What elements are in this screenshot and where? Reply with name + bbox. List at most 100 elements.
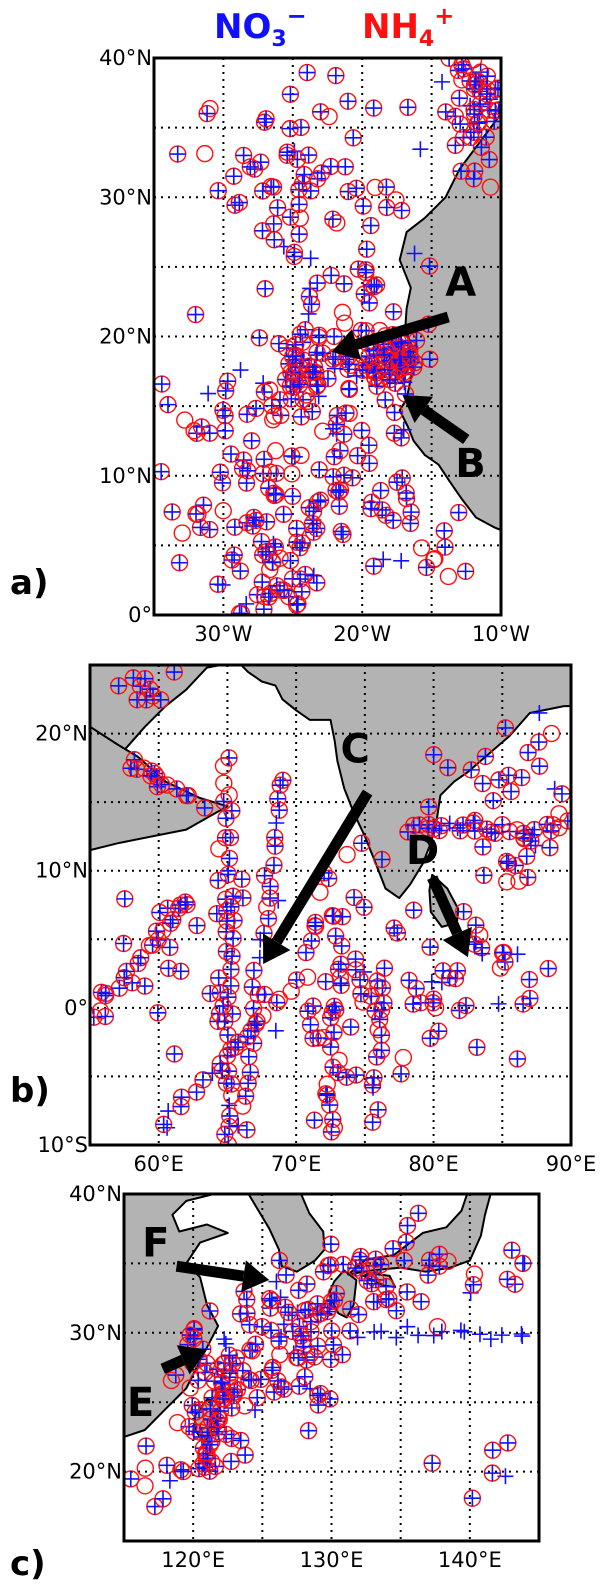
no3-sample	[437, 539, 454, 556]
no3-sample	[463, 761, 480, 778]
map-panel-b: C D 60°E 70°E 80°E 90°E 10°S 0° 10°N 20°N b)	[10, 663, 596, 1176]
no3-sample	[484, 1442, 501, 1459]
no3-sample	[152, 691, 169, 708]
no3-sample	[441, 969, 458, 986]
nh4-sample	[498, 873, 516, 891]
nh4-sample	[330, 1051, 348, 1070]
no3-sample	[169, 146, 186, 163]
nh4-sample	[140, 936, 159, 955]
nh4-sample	[297, 386, 315, 404]
no3-sample	[490, 995, 507, 1012]
no3-sample	[375, 551, 392, 568]
nh4-sample	[270, 990, 288, 1009]
no3-sample	[308, 574, 325, 591]
no3-sample	[327, 67, 344, 84]
x-tick-label: 80°E	[408, 1152, 459, 1176]
no3-sample	[349, 1329, 366, 1346]
x-tick-label: 130°E	[300, 1548, 364, 1572]
no3-sample	[196, 799, 213, 816]
no3-sample	[266, 1384, 283, 1401]
no3-sample	[399, 1217, 416, 1234]
no3-sample	[408, 332, 425, 349]
legend-no3-sub: 3	[271, 27, 286, 52]
no3-sample	[194, 1071, 211, 1088]
no3-sample	[248, 400, 265, 417]
no3-sample	[303, 932, 320, 949]
no3-sample	[373, 1323, 390, 1340]
arrow-F	[175, 1260, 245, 1282]
no3-sample	[425, 994, 442, 1011]
no3-sample	[393, 334, 410, 351]
no3-sample	[482, 1331, 499, 1348]
arrow-head-A	[331, 329, 362, 360]
no3-sample	[188, 505, 205, 522]
no3-sample	[299, 64, 316, 81]
no3-sample	[232, 1305, 249, 1322]
no3-sample	[362, 500, 379, 517]
no3-sample	[497, 719, 514, 736]
no3-sample	[421, 258, 438, 275]
no3-sample	[209, 576, 226, 593]
no3-sample	[372, 482, 389, 499]
no3-sample	[254, 222, 271, 239]
no3-sample	[405, 902, 422, 919]
no3-sample	[398, 1234, 415, 1251]
nh4-sample	[214, 502, 232, 520]
x-tick-label: 140°E	[438, 1548, 502, 1572]
no3-sample	[388, 1329, 405, 1346]
no3-sample	[385, 512, 402, 529]
arrow-C	[271, 789, 373, 945]
no3-sample	[202, 1400, 219, 1417]
no3-sample	[252, 1371, 269, 1388]
no3-sample	[216, 1126, 233, 1143]
no3-sample	[324, 211, 341, 228]
no3-sample	[238, 595, 255, 612]
nh4-sample	[282, 982, 300, 1000]
no3-sample	[342, 1019, 359, 1036]
no3-sample	[352, 985, 369, 1002]
no3-sample	[293, 119, 310, 136]
no3-sample	[116, 890, 133, 907]
nh4-sample	[412, 539, 431, 557]
no3-sample	[232, 362, 249, 379]
y-tick-label: 40°N	[69, 1182, 122, 1206]
no3-sample	[239, 462, 256, 479]
no3-sample	[215, 998, 232, 1015]
no3-sample	[402, 348, 419, 365]
no3-sample	[393, 552, 410, 569]
no3-sample	[292, 571, 309, 588]
no3-sample	[454, 817, 471, 834]
nh4-sample	[426, 999, 445, 1017]
no3-sample	[477, 748, 494, 765]
no3-sample	[466, 823, 483, 840]
no3-sample	[324, 1111, 341, 1128]
no3-sample	[305, 567, 322, 584]
no3-sample	[406, 245, 423, 262]
sample-points-b	[90, 665, 571, 1145]
no3-sample	[456, 1323, 473, 1340]
no3-sample	[256, 384, 273, 401]
no3-sample	[433, 1323, 450, 1340]
no3-sample	[249, 1389, 266, 1406]
nh4-sample	[465, 1265, 484, 1283]
legend: NO3− NH4+	[214, 2, 454, 52]
no3-sample	[187, 1404, 204, 1421]
no3-sample	[304, 403, 321, 420]
arrow-head-B	[402, 394, 433, 423]
nh4-sample	[265, 407, 284, 425]
no3-sample	[218, 923, 235, 940]
x-tick-label: 120°E	[161, 1548, 225, 1572]
x-tick-label: 60°E	[133, 1152, 184, 1176]
no3-sample	[166, 1045, 183, 1062]
y-tick-label: 30°N	[99, 185, 152, 209]
no3-sample	[222, 977, 239, 994]
no3-sample	[175, 1463, 192, 1480]
no3-sample	[219, 373, 236, 390]
no3-sample	[507, 857, 524, 874]
no3-sample	[271, 1252, 288, 1269]
panel-label-b: b)	[10, 1071, 50, 1111]
no3-sample	[293, 1327, 310, 1344]
no3-sample	[302, 250, 319, 267]
no3-sample	[235, 147, 252, 164]
no3-sample	[436, 522, 453, 539]
